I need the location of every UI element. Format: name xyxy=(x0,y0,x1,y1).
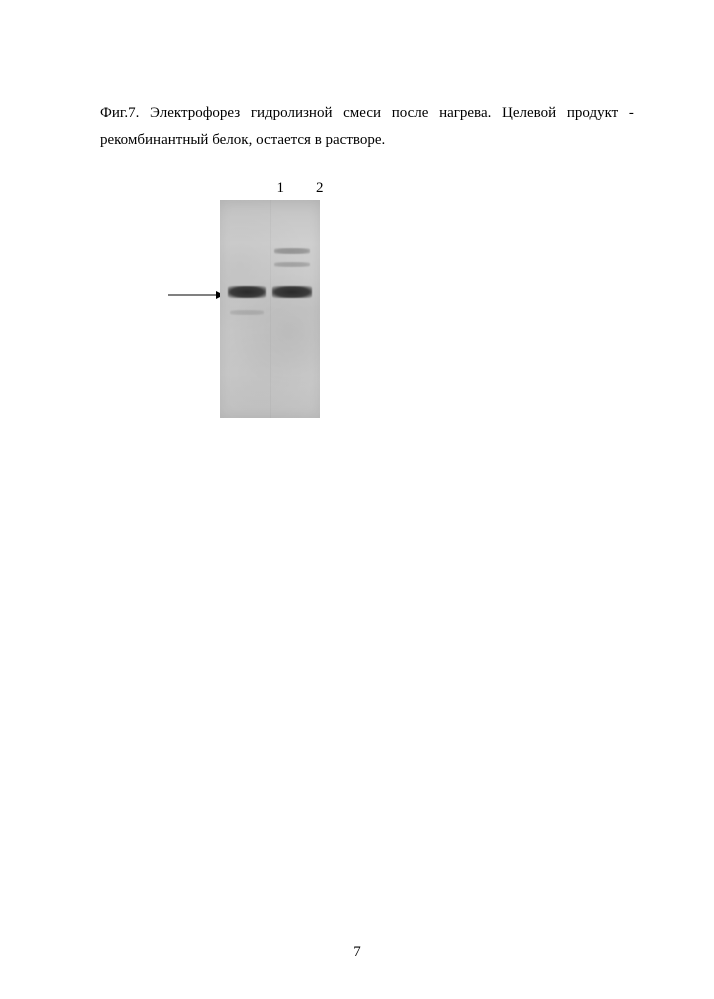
gel-band-lane2-faint xyxy=(274,248,310,254)
gel-band-lane2-faint xyxy=(274,262,310,267)
pointer-arrow xyxy=(168,290,220,292)
gel-band-lane1-faint xyxy=(230,310,264,315)
gel-lane-divider xyxy=(270,200,271,418)
caption-word: Электрофорез xyxy=(150,100,240,127)
gel-image xyxy=(220,200,320,418)
lane-label-2: 2 xyxy=(316,180,324,197)
document-page: Фиг.7. Электрофорез гидролизной смеси по… xyxy=(0,0,714,999)
gel-band-lane1-main xyxy=(228,286,266,298)
caption-line-2: рекомбинантный белок, остается в раствор… xyxy=(100,127,634,154)
caption-word: смеси xyxy=(343,100,381,127)
caption-word: после xyxy=(392,100,429,127)
lane-labels: 1 2 xyxy=(240,180,360,197)
caption-line-1: Фиг.7. Электрофорез гидролизной смеси по… xyxy=(100,100,634,127)
lane-label-1: 1 xyxy=(277,180,285,197)
caption-word: гидролизной xyxy=(251,100,333,127)
figure-area: 1 2 xyxy=(100,180,634,440)
page-number: 7 xyxy=(0,944,714,961)
caption-word: Целевой xyxy=(502,100,556,127)
figure-caption: Фиг.7. Электрофорез гидролизной смеси по… xyxy=(100,100,634,154)
gel-band-lane2-main xyxy=(272,286,312,298)
caption-word: нагрева. xyxy=(439,100,491,127)
caption-word: продукт xyxy=(567,100,618,127)
caption-word: - xyxy=(629,100,634,127)
caption-word: Фиг.7. xyxy=(100,100,139,127)
